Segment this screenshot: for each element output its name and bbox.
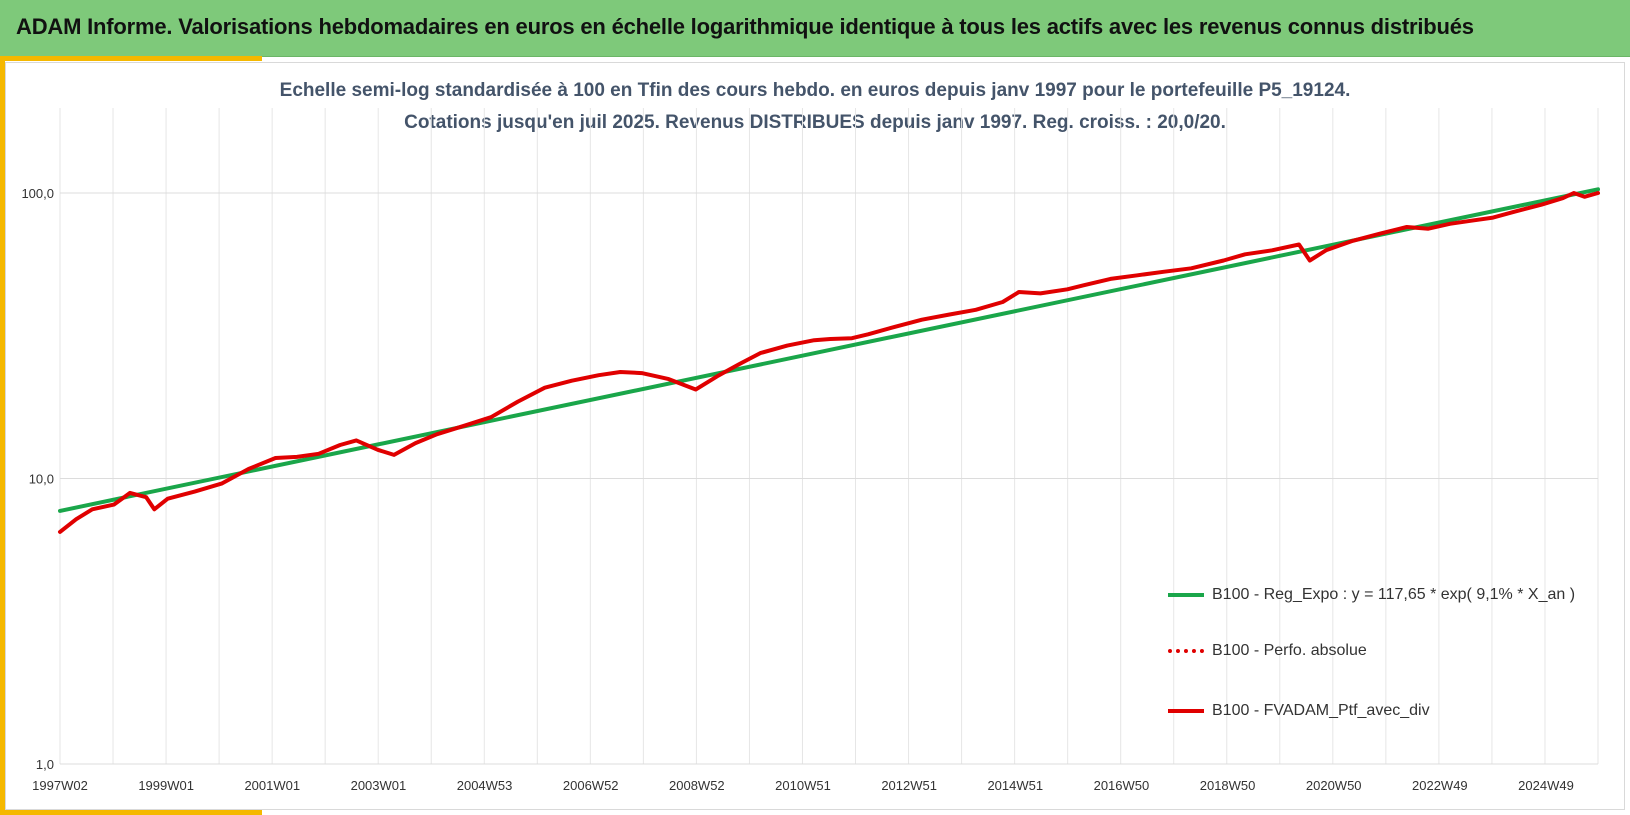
accent-bar-left (0, 56, 5, 815)
legend-item-absolute: B100 - Perfo. absolue (1168, 640, 1628, 664)
legend-swatch-dotted-red (1168, 649, 1204, 653)
series-line-portfolio (58, 191, 1600, 534)
gridlines (59, 108, 1599, 765)
y-tick-label: 10,0 (29, 472, 54, 487)
x-tick-label: 2003W01 (351, 778, 407, 793)
x-tick-label: 2022W49 (1412, 778, 1468, 793)
legend-swatch-solid-green (1168, 593, 1204, 597)
y-tick-label: 100,0 (21, 186, 54, 201)
legend-label-portfolio: B100 - FVADAM_Ptf_avec_div (1212, 702, 1430, 719)
x-tick-label: 2001W01 (244, 778, 300, 793)
legend-item-regression: B100 - Reg_Expo : y = 117,65 * exp( 9,1%… (1168, 584, 1628, 608)
legend-item-portfolio: B100 - FVADAM_Ptf_avec_div (1168, 700, 1628, 724)
x-tick-label: 2024W49 (1518, 778, 1574, 793)
y-tick-label: 1,0 (36, 757, 54, 772)
accent-bar-top (0, 56, 262, 61)
y-tick-labels: 1,0 10,0 100,0 (21, 186, 54, 772)
page-title: ADAM Informe. Valorisations hebdomadaire… (16, 14, 1474, 39)
x-tick-labels: 1997W02 1999W01 2001W01 2003W01 2004W53 2006W… (32, 778, 1574, 793)
x-tick-label: 1999W01 (138, 778, 194, 793)
accent-bar-bottom (0, 810, 262, 815)
legend-label-regression: B100 - Reg_Expo : y = 117,65 * exp( 9,1%… (1212, 586, 1576, 603)
chart-title-line-2: Cotations jusqu'en juil 2025. Revenus DI… (404, 112, 1226, 133)
header-banner: ADAM Informe. Valorisations hebdomadaire… (0, 0, 1630, 57)
x-tick-label: 1997W02 (32, 778, 88, 793)
x-tick-label: 2014W51 (987, 778, 1043, 793)
chart-frame (5, 62, 1625, 810)
x-tick-label: 2016W50 (1094, 778, 1150, 793)
legend-swatch-solid-red (1168, 709, 1204, 713)
x-tick-label: 2020W50 (1306, 778, 1362, 793)
series-lines (58, 187, 1600, 534)
legend-label-absolute: B100 - Perfo. absolue (1212, 642, 1367, 659)
chart-title-line-1: Echelle semi-log standardisée à 100 en T… (279, 80, 1351, 101)
x-tick-label: 2006W52 (563, 778, 619, 793)
x-tick-label: 2004W53 (457, 778, 513, 793)
x-tick-label: 2008W52 (669, 778, 725, 793)
x-tick-label: 2018W50 (1200, 778, 1256, 793)
x-tick-label: 2010W51 (775, 778, 831, 793)
x-tick-label: 2012W51 (881, 778, 937, 793)
